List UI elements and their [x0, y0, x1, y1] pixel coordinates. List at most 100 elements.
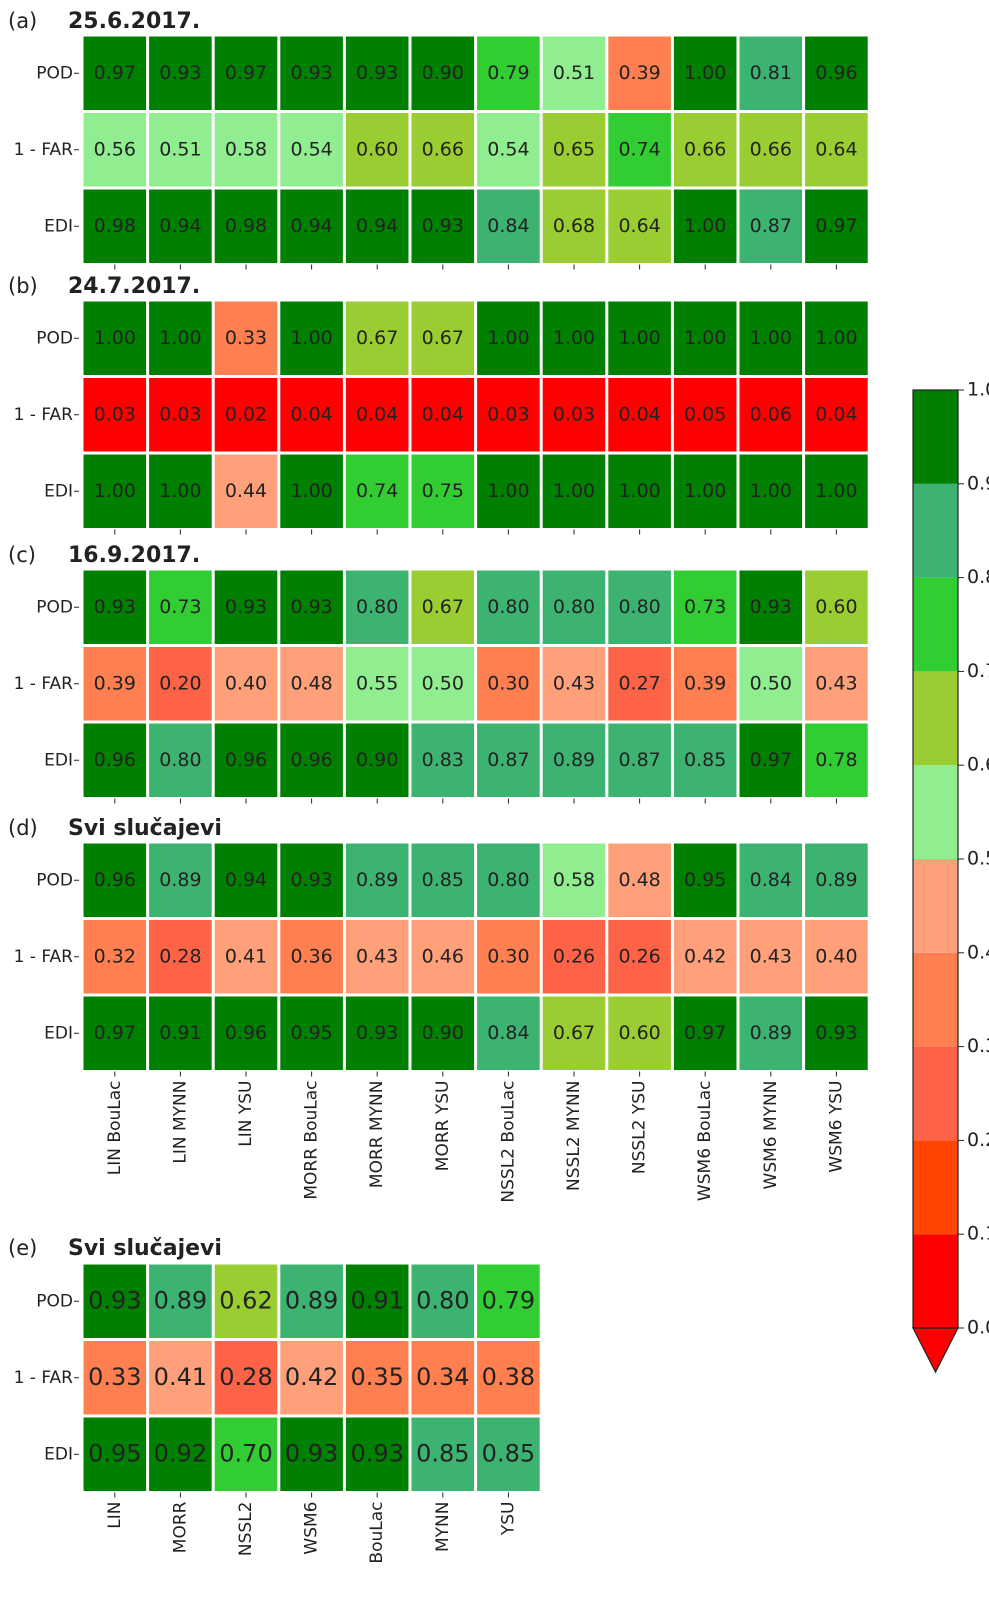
cell-label: 0.62	[219, 1286, 272, 1314]
cell-label: 0.96	[290, 749, 332, 771]
cell-label: 0.54	[290, 138, 332, 160]
cell-label: 0.90	[356, 749, 398, 771]
cell-label: 0.46	[422, 945, 464, 967]
cell	[214, 723, 278, 797]
cell-label: 0.94	[225, 869, 267, 891]
cell-label: 0.66	[684, 138, 726, 160]
col-label: LIN YSU	[236, 1081, 256, 1147]
cell	[608, 723, 671, 797]
cell-label: 1.00	[750, 327, 792, 349]
cell-label: 0.80	[487, 596, 529, 618]
cell	[280, 1264, 343, 1338]
cell	[739, 378, 803, 452]
cell-label: 0.70	[219, 1439, 272, 1467]
cell	[149, 1417, 212, 1491]
cell	[477, 1417, 540, 1491]
cell-label: 0.80	[618, 596, 660, 618]
colorbar-segment	[913, 483, 958, 578]
panel-label: (c)	[8, 543, 36, 567]
row-label: EDI	[44, 1023, 73, 1043]
cell	[542, 113, 606, 187]
cell-label: 0.89	[285, 1286, 338, 1314]
row-label: POD	[36, 597, 73, 617]
col-label: WSM6 YSU	[826, 1081, 846, 1173]
panel-label: (b)	[8, 274, 38, 298]
cell-label: 0.68	[553, 215, 595, 237]
cell-label: 0.64	[618, 215, 660, 237]
cell	[739, 843, 803, 917]
row-label: 1 - FAR	[14, 947, 74, 967]
cell	[280, 920, 343, 994]
cell	[542, 843, 606, 917]
cell	[214, 1264, 278, 1338]
cell-label: 0.94	[290, 215, 332, 237]
row-label: POD	[36, 1291, 73, 1311]
cell	[345, 1264, 409, 1338]
cell	[345, 454, 409, 528]
cell-label: 0.90	[422, 1022, 464, 1044]
cell	[739, 723, 803, 797]
cell	[280, 647, 343, 721]
cell-label: 0.91	[350, 1286, 403, 1314]
row-label: 1 - FAR	[14, 674, 74, 694]
cell	[83, 378, 147, 452]
cell-label: 0.50	[750, 672, 792, 694]
col-label: MORR YSU	[433, 1081, 453, 1172]
cell-label: 0.48	[618, 869, 660, 891]
cell-label: 0.58	[553, 869, 595, 891]
cell-label: 1.00	[815, 327, 857, 349]
cell	[411, 843, 475, 917]
col-label: NSSL2 YSU	[630, 1081, 650, 1175]
cell	[83, 843, 147, 917]
col-label: MYNN	[433, 1502, 453, 1553]
cell-label: 0.40	[815, 945, 857, 967]
colorbar-segment	[913, 952, 958, 1047]
cell	[673, 570, 737, 644]
cell-label: 1.00	[684, 62, 726, 84]
cell-label: 0.95	[684, 869, 726, 891]
col-label: WSM6 MYNN	[761, 1081, 781, 1190]
cell-label: 0.79	[487, 62, 529, 84]
cell	[542, 189, 606, 263]
colorbar-segment	[913, 765, 958, 859]
cell	[280, 301, 343, 375]
cell	[477, 113, 540, 187]
col-label: MORR	[170, 1501, 190, 1553]
cell	[149, 570, 212, 644]
cell-label: 0.89	[815, 869, 857, 891]
cell	[805, 301, 868, 375]
cell	[477, 189, 540, 263]
cell	[149, 378, 212, 452]
cell	[542, 570, 606, 644]
cell	[280, 378, 343, 452]
cell-label: 1.00	[618, 327, 660, 349]
cell-label: 0.36	[290, 945, 332, 967]
cell	[805, 920, 868, 994]
cell-label: 1.00	[159, 480, 201, 502]
cell	[608, 647, 671, 721]
cell	[345, 647, 409, 721]
colorbar-extend	[912, 1327, 959, 1374]
cell-label: 0.04	[815, 403, 857, 425]
cell-label: 0.89	[356, 869, 398, 891]
cell-label: 0.41	[225, 945, 267, 967]
cell	[411, 36, 475, 110]
cell	[149, 920, 212, 994]
cell	[149, 301, 212, 375]
col-label: NSSL2	[236, 1502, 256, 1557]
cell-label: 0.04	[290, 403, 332, 425]
cell	[542, 920, 606, 994]
cell-label: 0.66	[422, 138, 464, 160]
cell	[83, 647, 147, 721]
cell-label: 1.00	[684, 327, 726, 349]
cell-label: 0.83	[422, 749, 464, 771]
cell-label: 0.34	[416, 1363, 469, 1391]
cell-label: 0.84	[487, 215, 529, 237]
cell	[83, 36, 147, 110]
cell	[149, 189, 212, 263]
cell	[214, 570, 278, 644]
cell-label: 0.90	[422, 62, 464, 84]
cell	[345, 723, 409, 797]
colorbar-tick-label: 1.0	[967, 379, 989, 401]
cell	[805, 113, 868, 187]
